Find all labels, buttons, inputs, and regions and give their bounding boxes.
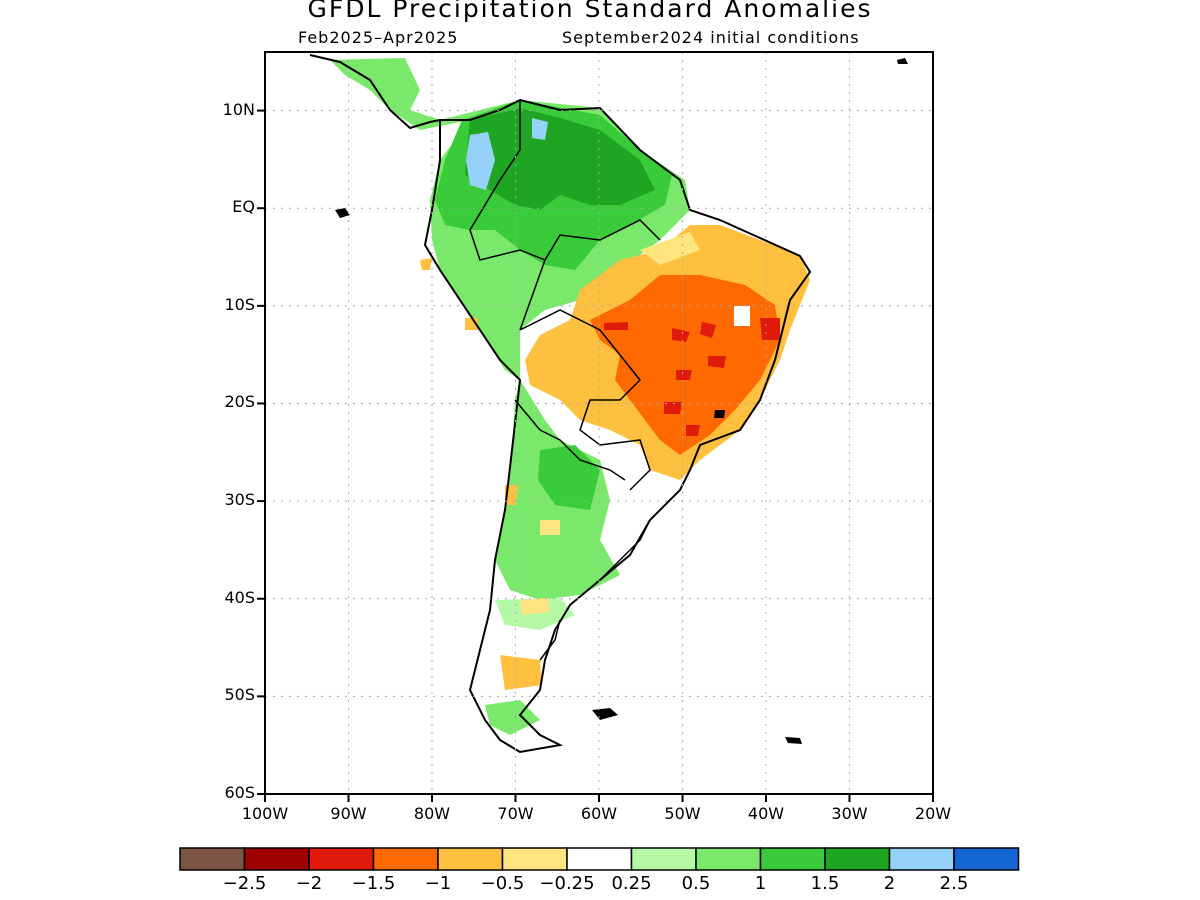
colorbar-swatch [953,847,1020,871]
map-title: GFDL Precipitation Standard Anomalies [307,0,873,23]
colorbar-swatch [437,847,504,871]
colorbar-tick-label: −0.5 [480,873,525,894]
colorbar-swatch [630,847,697,871]
colorbar-tick-label: 1.5 [810,873,840,894]
lat-label: 30S [224,490,255,510]
colorbar-tick-label: −1 [424,873,452,894]
colorbar-swatch [179,847,246,871]
colorbar-swatch [695,847,762,871]
colorbar-swatch [372,847,439,871]
lon-label: 40W [747,804,785,823]
lon-label: 80W [413,804,451,823]
anomaly-field [330,58,810,735]
colorbar-swatch [566,847,633,871]
forecast-period: Feb2025–Apr2025 [298,28,459,47]
colorbar-swatch [308,847,375,871]
colorbar-tick-label: −0.25 [539,873,595,894]
lon-label: 90W [330,804,367,823]
colorbar-swatch [243,847,310,871]
lon-label: 100W [241,804,289,823]
wet-anomaly-very-strong [466,132,495,190]
coastline-central-america [309,54,441,130]
lat-label: 40S [224,587,255,607]
colorbar-tick-label: 1 [754,873,767,894]
colorbar-tick-label: −2 [295,873,323,894]
wet-anomaly-strong [465,108,655,210]
lon-label: 20W [914,804,952,823]
colorbar-swatch [824,847,891,871]
lon-label: 30W [831,804,868,823]
colorbar-tick-label: 2 [883,873,896,894]
dry-anomaly-brazil-core [590,275,780,455]
colorbar-tick-label: −1.5 [351,873,396,894]
country-borders [469,100,661,661]
lat-label: 10S [224,294,255,314]
lat-label: 10N [222,99,255,119]
lon-label: 60W [580,804,618,823]
lon-label: 70W [497,804,534,823]
lat-label: 60S [224,783,255,802]
lat-label: 20S [224,392,255,412]
dry-anomaly-strong [604,322,628,330]
colorbar-swatch [888,847,955,871]
colorbar [179,847,1020,871]
lat-label: 50S [224,685,255,705]
colorbar-tick-label: 0.25 [611,873,652,894]
colorbar-swatch [759,847,826,871]
colorbar-tick-label: −2.5 [222,873,267,894]
colorbar-tick-label: 2.5 [939,873,969,894]
coastline-south-america [423,98,812,754]
lon-label: 50W [664,804,701,823]
colorbar-tick-label: 0.5 [681,873,711,894]
initial-conditions: September2024 initial conditions [562,28,860,47]
axis-ticks [257,109,934,802]
lat-label: EQ [232,197,255,217]
colorbar-swatch [501,847,568,871]
